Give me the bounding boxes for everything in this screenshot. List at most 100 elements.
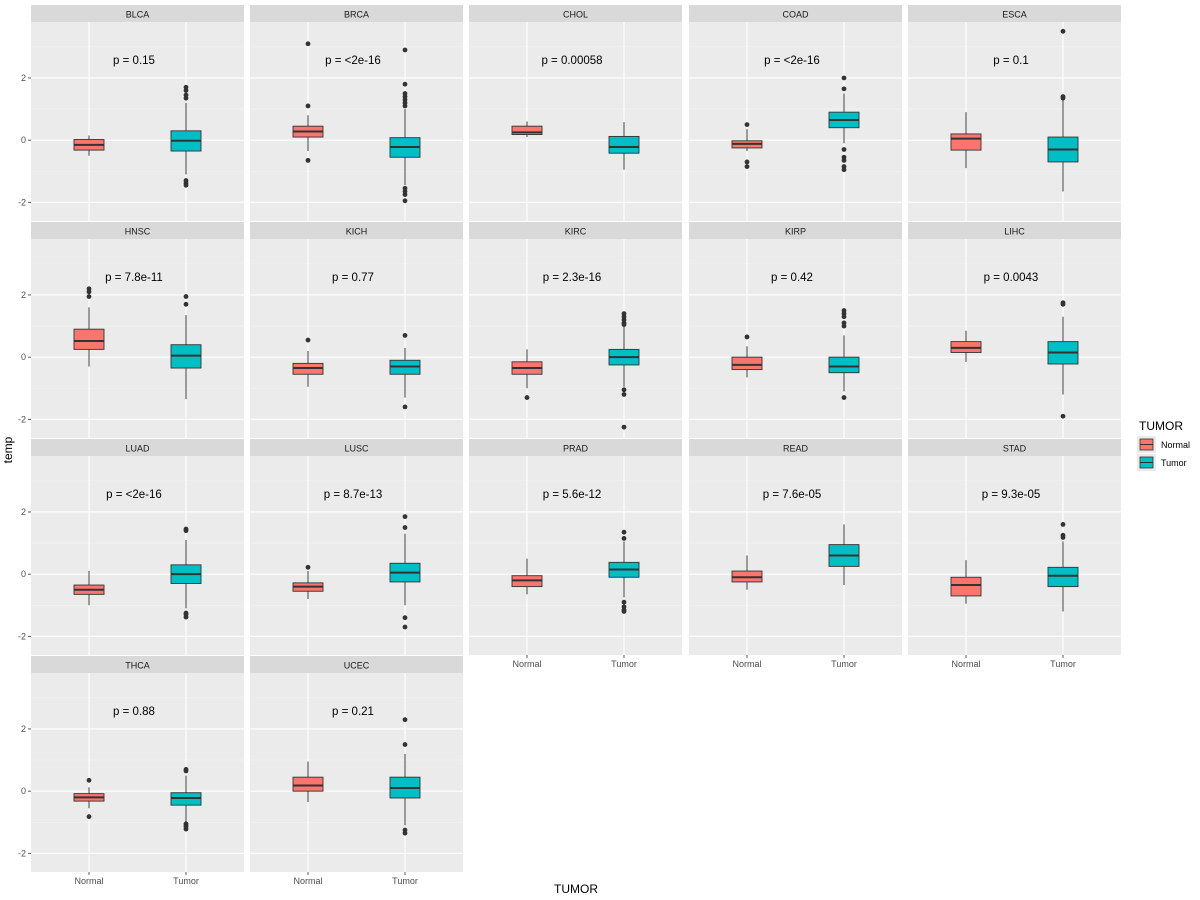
outlier-point-tumor [402,615,408,621]
panel-strip-hnsc [31,222,244,239]
outlier-point-normal [305,564,311,570]
y-tick-label: -2 [18,848,26,858]
box-normal [950,576,982,597]
panel-kich: KICH p = 0.77 [250,222,463,438]
panel-strip-read [689,439,902,456]
outlier-point-tumor [1060,535,1066,540]
box-normal [950,133,982,151]
x-tick-label-tumor: Tumor [831,659,857,669]
outlier-point-normal [305,41,311,47]
outlier-point-tumor [1060,95,1066,101]
panel-brca: BRCA p = <2e-16 [250,5,463,221]
outlier-point-tumor [402,332,408,338]
pvalue-label-lihc: p = 0.0043 [984,272,1039,284]
pvalue-label-brca: p = <2e-16 [325,55,381,67]
outlier-point-tumor [841,167,847,173]
y-tick-label: 0 [21,569,26,579]
panel-background-esca [908,22,1121,221]
x-axis-title: TUMOR [554,882,598,896]
outlier-point-tumor [183,528,189,534]
outlier-point-tumor [402,198,408,204]
panel-background-kich [250,239,463,438]
outlier-point-tumor [841,395,847,400]
outlier-point-tumor [621,424,627,430]
outlier-point-tumor [402,103,408,109]
panel-title-blca: BLCA [126,10,150,20]
outlier-point-tumor [183,826,189,832]
panel-title-kirp: KIRP [785,227,806,237]
pvalue-label-luad: p = <2e-16 [106,489,162,501]
outlier-point-tumor [183,294,189,299]
outlier-point-tumor [1060,301,1066,307]
panel-background-kirp [689,239,902,438]
box-normal [731,356,763,371]
pvalue-label-kirp: p = 0.42 [771,272,813,284]
outlier-point-normal [744,159,750,165]
panel-background-ucec [250,673,463,872]
outlier-point-tumor [841,323,847,329]
panel-background-lihc [908,239,1121,438]
box-tumor [828,356,860,374]
panel-title-kirc: KIRC [565,227,587,237]
outlier-point-tumor [621,387,627,393]
panel-hnsc: HNSC -2 0 2 p = 7.8e-11 [18,222,244,438]
panel-background-hnsc [31,239,244,438]
panel-strip-kich [250,222,463,239]
x-tick-label-tumor: Tumor [392,876,418,886]
outlier-point-tumor [621,392,627,397]
pvalue-label-coad: p = <2e-16 [764,55,820,67]
x-tick-label-normal: Normal [732,659,761,669]
outlier-point-tumor [841,147,847,152]
panel-background-coad [689,22,902,221]
panel-background-chol [469,22,682,221]
panel-ucec: UCEC Normal Tumor p = 0.21 [250,656,463,886]
pvalue-label-chol: p = 0.00058 [541,55,602,67]
outlier-point-normal [305,337,311,343]
outlier-point-normal [86,294,92,299]
box-tumor [1047,566,1079,588]
pvalue-label-read: p = 7.6e-05 [763,489,822,501]
outlier-point-tumor [841,314,847,320]
panel-title-prad: PRAD [563,444,589,454]
panel-strip-thca [31,656,244,673]
panel-title-luad: LUAD [125,444,150,454]
y-tick-label: -2 [18,197,26,207]
panel-title-stad: STAD [1003,444,1027,454]
outlier-point-tumor [841,75,847,81]
box-normal [511,125,543,136]
panel-background-luad [31,456,244,655]
panel-kirc: KIRC p = 2.3e-16 [469,222,682,438]
panel-background-blca [31,22,244,221]
panel-strip-chol [469,5,682,22]
outlier-point-tumor [183,88,189,93]
outlier-point-tumor [1060,28,1066,34]
panel-background-lusc [250,456,463,655]
legend-title: TUMOR [1139,419,1183,433]
pvalue-label-lusc: p = 8.7e-13 [324,489,383,501]
y-tick-label: -2 [18,414,26,424]
outlier-point-normal [744,122,750,128]
panel-title-lusc: LUSC [344,444,369,454]
panel-strip-blca [31,5,244,22]
box-normal [73,328,105,350]
outlier-point-tumor [621,599,627,605]
outlier-point-tumor [183,614,189,620]
panel-coad: COAD p = <2e-16 [689,5,902,221]
panel-strip-coad [689,5,902,22]
panel-title-read: READ [783,444,809,454]
x-tick-label-normal: Normal [293,876,322,886]
outlier-point-tumor [402,514,408,520]
legend: TUMOR Normal Tumor [1137,419,1190,471]
outlier-point-tumor [402,830,408,836]
y-axis-title: temp [1,436,15,463]
outlier-point-tumor [1060,522,1066,527]
x-tick-label-normal: Normal [512,659,541,669]
outlier-point-tumor [402,742,408,747]
y-tick-label: 2 [21,724,26,734]
box-normal [292,776,324,792]
x-tick-label-normal: Normal [74,876,103,886]
y-tick-label: 0 [21,352,26,362]
panel-lihc: LIHC p = 0.0043 [908,222,1121,438]
outlier-point-normal [744,334,750,340]
x-tick-label-tumor: Tumor [1050,659,1076,669]
